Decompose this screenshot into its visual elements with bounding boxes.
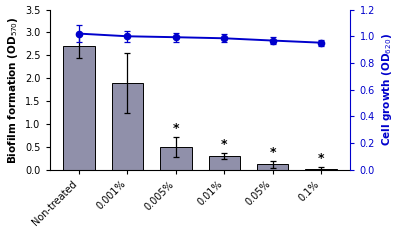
Bar <box>208 156 240 170</box>
Bar <box>257 164 288 170</box>
Text: *: * <box>270 146 276 159</box>
Text: *: * <box>221 138 228 151</box>
Text: *: * <box>318 152 324 165</box>
Y-axis label: Biofilm formation (OD$_{570}$): Biofilm formation (OD$_{570}$) <box>6 16 20 164</box>
Text: *: * <box>173 122 179 135</box>
Bar <box>160 147 192 170</box>
Bar <box>305 169 337 170</box>
Y-axis label: Cell growth (OD$_{620}$): Cell growth (OD$_{620}$) <box>380 33 394 146</box>
Bar <box>112 83 143 170</box>
Bar <box>63 46 95 170</box>
